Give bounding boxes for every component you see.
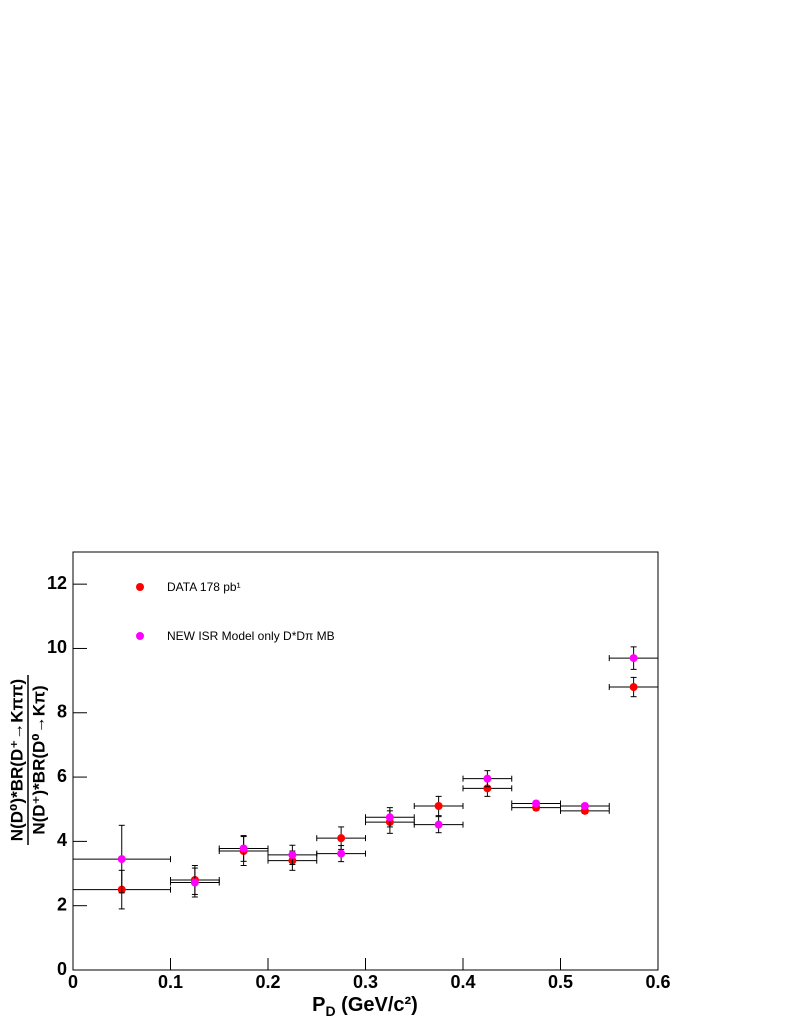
legend-marker [136,583,144,591]
x-tick-label: 0.4 [450,972,475,992]
legend-label: NEW ISR Model only D*Dπ MB [167,629,335,643]
data-point [190,878,199,887]
x-title-sub: D [325,1003,335,1019]
x-tick-label: 0.2 [255,972,280,992]
data-point [239,844,248,853]
y-tick-label: 2 [57,894,67,914]
x-tick-label: 0 [68,972,78,992]
data-point [434,820,443,829]
x-axis-title: PD (GeV/c²) [312,994,418,1018]
y-tick-label: 0 [57,959,67,979]
y-tick-label: 8 [57,702,67,722]
data-point [337,849,346,858]
data-point [580,802,589,811]
legend-label: DATA 178 pb¹ [167,580,241,594]
x-title-main: P [312,994,325,1016]
y-tick-label: 12 [47,573,67,593]
data-point [434,802,443,811]
data-point [532,799,541,808]
x-tick-label: 0.6 [645,972,670,992]
data-point [629,654,638,663]
x-tick-label: 0.3 [353,972,378,992]
data-point [483,774,492,783]
data-point [288,850,297,859]
y-title-denominator: N(D⁺)*BR(D⁰→Kπ) [29,685,48,834]
x-title-unit: (GeV/c²) [336,994,418,1016]
data-point [117,855,126,864]
data-point [629,683,638,692]
y-title-numerator: N(D⁰)*BR(D⁺→Kππ) [7,679,26,841]
data-point [337,834,346,843]
y-axis-title: N(D⁰)*BR(D⁺→Kππ) N(D⁺)*BR(D⁰→Kπ) [7,675,48,845]
plot-frame [72,551,659,971]
legend-marker [136,632,144,640]
y-tick-label: 6 [57,766,67,786]
data-point [385,813,394,822]
x-tick-label: 0.1 [158,972,183,992]
x-tick-label: 0.5 [548,972,573,992]
y-tick-label: 10 [47,637,67,657]
y-tick-label: 4 [57,830,67,850]
